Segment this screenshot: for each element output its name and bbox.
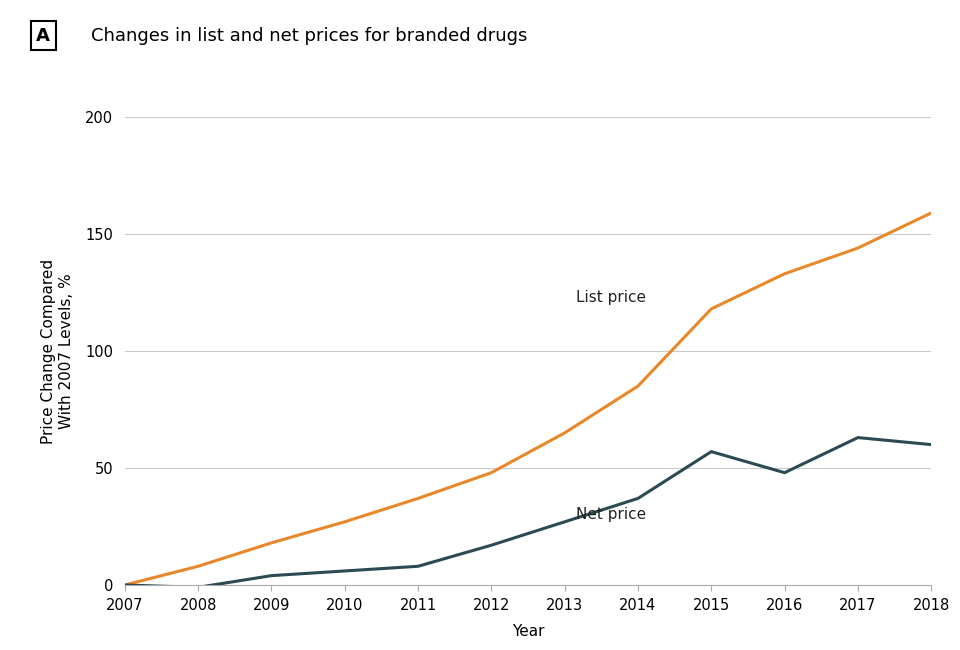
Text: Changes in list and net prices for branded drugs: Changes in list and net prices for brand… (91, 27, 528, 45)
Text: A: A (36, 27, 50, 45)
Text: List price: List price (576, 290, 646, 305)
X-axis label: Year: Year (512, 623, 544, 638)
Text: Net price: Net price (576, 507, 646, 523)
Y-axis label: Price Change Compared
With 2007 Levels, %: Price Change Compared With 2007 Levels, … (41, 259, 74, 443)
